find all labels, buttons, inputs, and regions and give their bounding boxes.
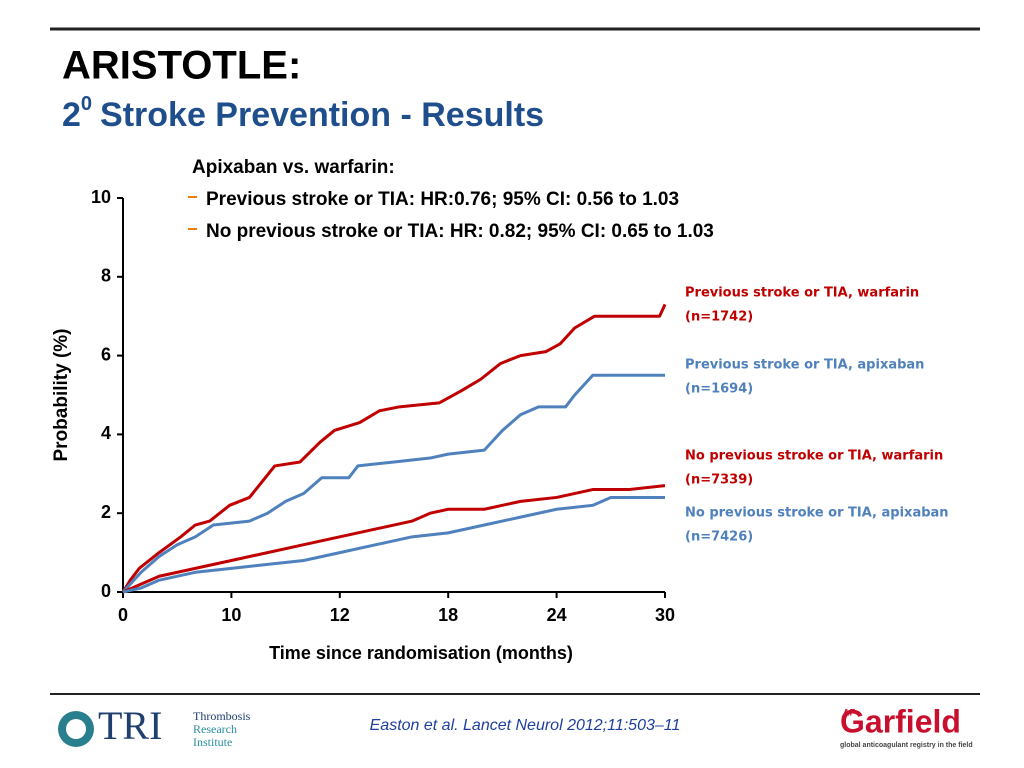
legend-note: (n=1694)	[685, 382, 753, 397]
x-tick-label: 0	[118, 605, 128, 625]
tri-icon-inner	[66, 719, 86, 739]
garfield-name: Garfield	[840, 703, 961, 739]
citation: Easton et al. Lancet Neurol 2012;11:503–…	[370, 717, 681, 734]
legend-note: (n=1742)	[685, 310, 753, 325]
y-tick-label: 10	[91, 187, 111, 207]
series-line	[122, 495, 665, 594]
garfield-prefix: AF	[843, 707, 855, 717]
y-tick-label: 8	[101, 266, 111, 286]
x-tick-label: 24	[547, 605, 567, 625]
garfield-tagline: global anticoagulant registry in the fie…	[840, 742, 973, 749]
series-line	[121, 303, 667, 593]
legend-label: No previous stroke or TIA, warfarin	[685, 449, 943, 464]
y-tick-label: 4	[101, 423, 111, 443]
legend-note: (n=7339)	[685, 473, 753, 488]
tri-line: Thrombosis	[193, 709, 251, 723]
annotation: Apixaban vs. warfarin:	[192, 157, 395, 178]
tri-line: Institute	[193, 735, 232, 749]
tri-mark: TRI	[98, 703, 162, 748]
subtitle-sup: 0	[81, 93, 92, 115]
legend-note: (n=7426)	[685, 530, 753, 545]
series-line	[122, 484, 666, 594]
x-axis-label: Time since randomisation (months)	[269, 643, 573, 663]
series-line	[121, 373, 665, 594]
legend-label: No previous stroke or TIA, apixaban	[685, 506, 949, 521]
legend-label: Previous stroke or TIA, warfarin	[685, 286, 919, 301]
y-axis-label: Probability (%)	[51, 328, 72, 461]
y-tick-label: 2	[101, 502, 111, 522]
subtitle-rest: Stroke Prevention - Results	[100, 96, 544, 134]
annotation: Previous stroke or TIA: HR:0.76; 95% CI:…	[206, 189, 679, 210]
subtitle-base: 2	[62, 96, 81, 134]
x-tick-label: 30	[655, 605, 675, 625]
annotation: No previous stroke or TIA: HR: 0.82; 95%…	[206, 221, 714, 242]
x-tick-label: 12	[330, 605, 350, 625]
tri-line: Research	[193, 722, 237, 736]
x-tick-label: 18	[438, 605, 458, 625]
subtitle: 20 Stroke Prevention - Results	[62, 93, 544, 134]
y-tick-label: 6	[101, 344, 111, 364]
legend-label: Previous stroke or TIA, apixaban	[685, 358, 924, 373]
title: ARISTOTLE:	[62, 44, 301, 88]
x-tick-label: 10	[221, 605, 241, 625]
y-tick-label: 0	[101, 581, 111, 601]
